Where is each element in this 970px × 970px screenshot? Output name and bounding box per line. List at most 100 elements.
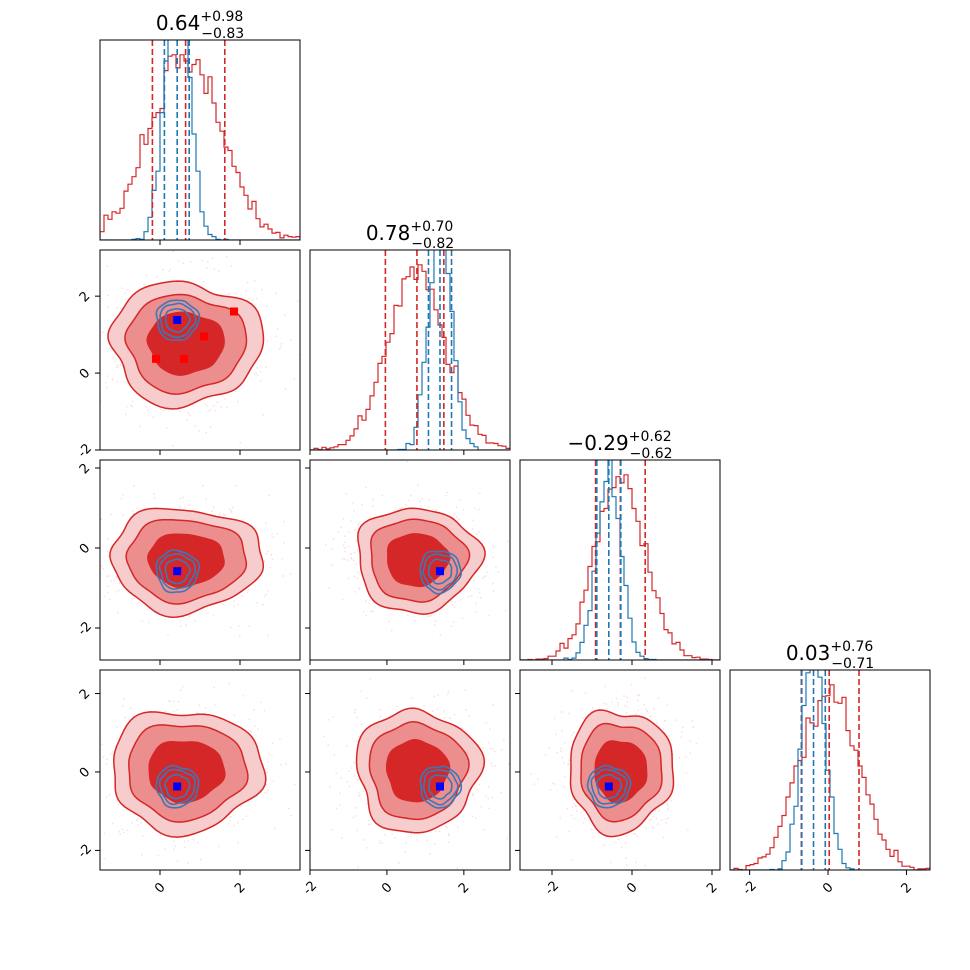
title-upper: +0.62 [629, 429, 672, 445]
marker-main [152, 354, 160, 363]
marker-main [445, 0, 453, 8]
y-tick-label: 2 [77, 461, 93, 477]
y-tick-label: 0 [77, 366, 93, 382]
ticks-2-1 [305, 467, 465, 665]
marker-main [180, 354, 188, 363]
histogram-bars [310, 250, 510, 450]
x-tick-label: 0 [152, 880, 168, 896]
panel-frame [99, 459, 301, 661]
density-contour-reference [164, 558, 191, 585]
panel-frame [309, 459, 511, 661]
scatter-panel-3-1 [309, 0, 511, 871]
histogram-main [310, 264, 510, 450]
panel-frame [99, 669, 301, 871]
histogram-reference [310, 250, 510, 450]
y-tick-label: -2 [75, 842, 95, 862]
x-tick-label: 2 [899, 880, 915, 896]
marker-reference [173, 567, 182, 576]
x-tick-label: 0 [379, 880, 395, 896]
histogram-reference [100, 40, 300, 240]
density-contour-reference [158, 553, 196, 590]
marker-reference [436, 782, 444, 791]
marker-main [0, 0, 8, 8]
ticks-3-3: -2 0 2 [740, 870, 915, 898]
density-contour-reference [155, 549, 201, 594]
histogram-panel-2: −0.29+0.62 −0.62 [519, 429, 721, 661]
x-tick-label: 2 [232, 880, 248, 896]
marker-main [180, 0, 188, 8]
scatter-panel-3-2 [0, 0, 721, 871]
panel-frame [309, 249, 511, 451]
panel-content [100, 250, 300, 447]
marker-main [397, 0, 405, 8]
density-contour-reference [427, 558, 453, 585]
title-median: 0.03 [786, 641, 831, 665]
title-upper: +0.70 [410, 219, 453, 235]
marker-main [445, 0, 453, 8]
density-contour-main [148, 741, 226, 804]
marker-main [230, 0, 238, 8]
density-contour-reference [595, 773, 623, 800]
marker-main [397, 0, 405, 8]
density-contour-main [386, 533, 451, 588]
title-upper: +0.76 [830, 639, 873, 655]
marker-main [420, 0, 428, 8]
ticks-1-1 [309, 450, 465, 455]
marker-main [200, 0, 208, 8]
title-median: 0.64 [156, 11, 201, 35]
y-tick-label: 2 [77, 289, 93, 305]
histogram-reference [520, 460, 720, 660]
title-median: −0.29 [567, 431, 628, 455]
marker-main [200, 0, 208, 8]
title-lower: −0.71 [831, 656, 874, 672]
y-tick-label: -2 [75, 441, 95, 461]
ticks-0-0 [159, 240, 241, 245]
histogram-bars [100, 40, 300, 240]
panel-frame [519, 459, 721, 661]
marker-main [152, 0, 160, 8]
density-contour-reference [158, 768, 196, 806]
ticks-2-2 [551, 660, 713, 665]
x-tick-label: 2 [456, 880, 472, 896]
title-lower: −0.82 [411, 236, 454, 252]
density-contour-main [385, 739, 451, 803]
scatter-panel-2-1 [309, 0, 511, 661]
panels: 0.64+0.98 −0.83 -2 0 2 0.78+0.70 −0.82 -2 0 2 −0.2… [0, 0, 931, 898]
panel-content [310, 0, 509, 636]
marker-main [0, 0, 8, 8]
panel-frame [729, 669, 931, 871]
marker-reference [173, 316, 182, 324]
histogram-main [100, 54, 300, 240]
marker-main [230, 0, 238, 8]
density-contour-reference [422, 553, 458, 591]
panel-title: 0.03+0.76 −0.71 [786, 639, 874, 672]
density-contour-reference [586, 764, 632, 809]
density-contour-reference [159, 302, 197, 339]
panel-frame [99, 39, 301, 241]
density-contour-reference [427, 774, 453, 800]
title-upper: +0.98 [200, 9, 243, 25]
title-lower: −0.83 [201, 26, 244, 42]
panel-content [323, 0, 510, 870]
histogram-panel-0: 0.64+0.98 −0.83 [99, 9, 301, 241]
marker-main [152, 0, 160, 8]
panel-title: −0.29+0.62 −0.62 [567, 429, 672, 462]
marker-reference [173, 782, 182, 791]
x-tick-label: -2 [542, 878, 562, 898]
scatter-panel-3-0 [99, 0, 301, 871]
panel-content [100, 0, 300, 637]
y-tick-label: 0 [77, 541, 93, 557]
panel-frame [99, 249, 301, 451]
density-contour-reference [155, 764, 200, 809]
marker-reference [604, 782, 613, 791]
y-tick-label: 0 [77, 765, 93, 781]
marker-main [200, 332, 208, 341]
title-median: 0.78 [366, 221, 411, 245]
marker-reference [436, 567, 444, 576]
marker-main [397, 0, 405, 8]
panel-content [0, 0, 698, 867]
density-contour-reference [423, 769, 459, 806]
x-tick-label: 0 [820, 880, 836, 896]
density-contour-reference [164, 773, 191, 800]
